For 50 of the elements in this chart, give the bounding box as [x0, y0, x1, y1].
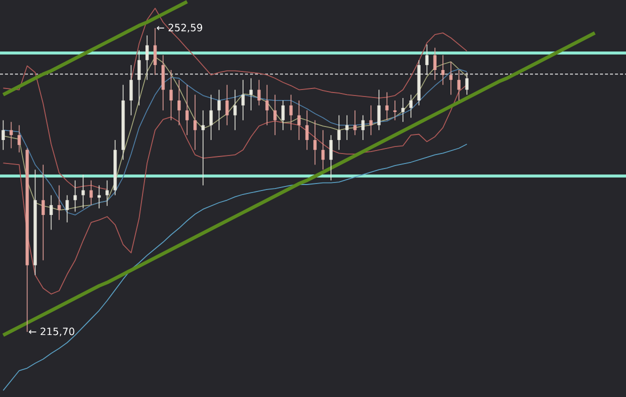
candlestick: [441, 54, 445, 86]
candlestick: [58, 184, 61, 220]
candlestick: [241, 79, 245, 121]
candlestick: [225, 84, 229, 126]
candlestick: [385, 92, 389, 121]
candlestick: [185, 84, 189, 136]
candlestick: [50, 194, 53, 230]
candlestick: [361, 114, 365, 140]
candlestick: [401, 98, 405, 122]
candlestick: [433, 47, 437, 80]
candlestick: [233, 89, 237, 131]
candlestick: [265, 84, 269, 126]
candlestick: [146, 35, 149, 80]
candlestick: [345, 114, 349, 140]
candlestick: [305, 110, 309, 150]
candlestick: [154, 28, 157, 76]
candlestick: [98, 184, 101, 209]
candlestick: [193, 94, 197, 150]
candlestick: [457, 70, 461, 101]
candlestick: [377, 89, 381, 131]
candlestick: [289, 94, 293, 131]
candlestick: [201, 110, 205, 186]
candlestick: [10, 122, 13, 149]
candlestick: [313, 120, 317, 166]
candlestick: [353, 110, 357, 136]
annotation: ← 215,70: [28, 328, 74, 336]
candlestick: [74, 180, 77, 212]
candlestick: [2, 120, 5, 150]
candlestick: [130, 64, 133, 116]
candlestick: [273, 94, 277, 136]
candlestick: [465, 72, 469, 96]
candlestick: [257, 79, 261, 106]
candlestick: [329, 134, 333, 181]
candlestick: [337, 114, 341, 150]
candlestick: [177, 79, 181, 126]
candlestick: [449, 61, 453, 96]
candlestick: [425, 44, 429, 76]
candlestick: [369, 105, 373, 136]
annotation: ← 252,59: [156, 24, 202, 32]
candlestick: [209, 94, 213, 140]
candlestick: [281, 100, 285, 131]
candlestick: [217, 89, 221, 131]
candlestick: [138, 50, 141, 106]
candlestick: [169, 70, 173, 121]
candlestick: [321, 130, 325, 170]
candlestick: [42, 164, 45, 261]
candlestick: [18, 124, 21, 153]
candlestick: [66, 194, 69, 223]
candlestick: [409, 94, 413, 118]
candlestick: [297, 100, 301, 140]
